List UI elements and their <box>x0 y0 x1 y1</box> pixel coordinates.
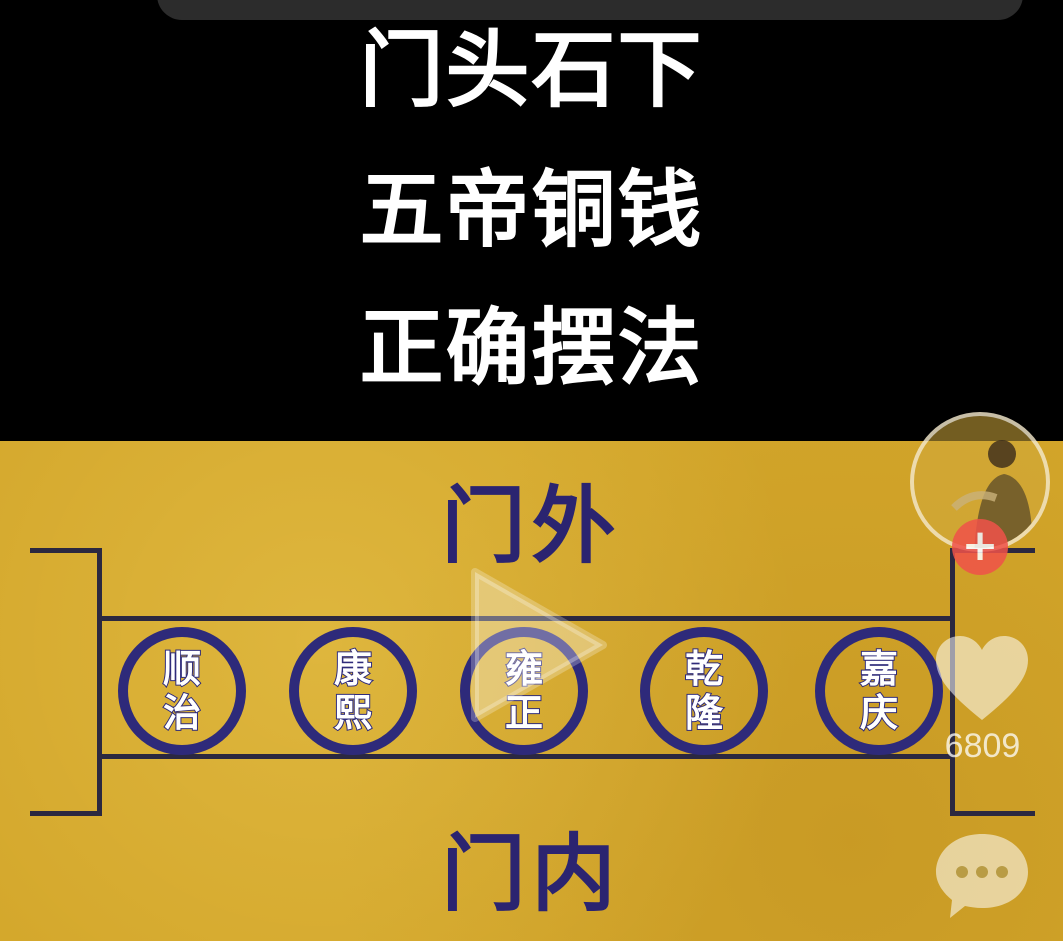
title-line-3: 正确摆法 <box>359 299 704 397</box>
title-line-1: 门头石下 <box>359 21 704 119</box>
title-line-2: 五帝铜钱 <box>359 161 704 259</box>
like-count: 6809 <box>944 727 1021 765</box>
threshold-bottom-line <box>100 754 953 759</box>
coin-jiaqing: 嘉 庆 <box>815 627 943 755</box>
coin-char-bottom: 治 <box>162 690 202 736</box>
right-bracket-bottom <box>950 811 1035 816</box>
coin-shunzhi: 顺 治 <box>118 627 246 755</box>
coin-char-top: 雍 <box>504 646 544 692</box>
left-bracket-bottom <box>30 811 102 816</box>
coin-char-bottom: 庆 <box>859 690 899 736</box>
follow-plus-button[interactable]: + <box>952 519 1008 575</box>
coin-char-top: 嘉 <box>859 646 899 692</box>
coin-yongzheng: 雍 正 <box>460 627 588 755</box>
play-icon[interactable] <box>455 560 615 730</box>
coin-char-top: 康 <box>333 646 373 692</box>
left-bracket-top <box>30 548 102 553</box>
coin-kangxi: 康 熙 <box>289 627 417 755</box>
coin-char-bottom: 正 <box>504 690 544 736</box>
door-inside-label: 门内 <box>441 824 622 923</box>
heart-icon[interactable] <box>930 632 1034 728</box>
coin-qianlong: 乾 隆 <box>640 627 768 755</box>
left-bracket-vertical <box>97 548 102 816</box>
door-outside-label: 门外 <box>441 476 622 575</box>
coin-char-bottom: 隆 <box>684 690 724 736</box>
top-search-bar[interactable] <box>157 0 1023 20</box>
coin-char-bottom: 熙 <box>333 690 373 736</box>
threshold-top-line <box>100 616 953 621</box>
coin-char-top: 乾 <box>684 646 724 692</box>
coin-char-top: 顺 <box>162 646 202 692</box>
comment-icon[interactable] <box>930 828 1034 924</box>
